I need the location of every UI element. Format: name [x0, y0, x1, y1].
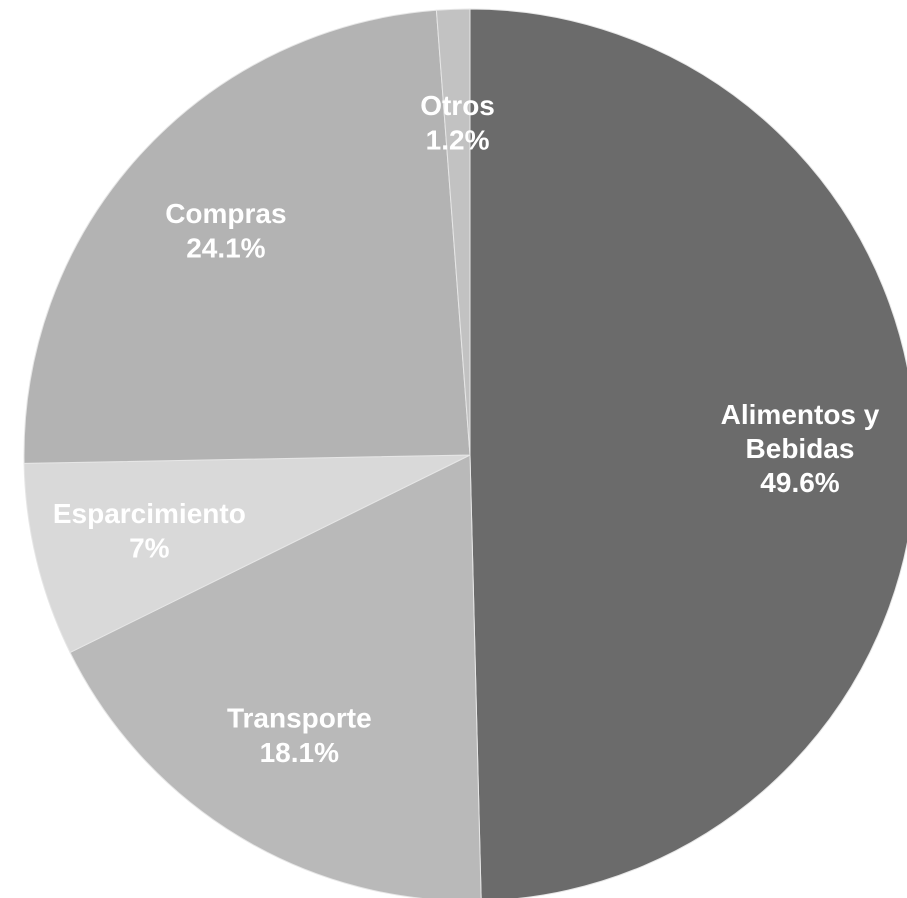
- slice-label: Alimentos y Bebidas: [721, 399, 880, 464]
- slice-label-line: Alimentos y: [721, 399, 880, 430]
- pie-slice: [23, 9, 471, 464]
- slice-label-line: Bebidas: [746, 433, 855, 464]
- slice-value-label: 1.2%: [426, 125, 490, 156]
- slice-value-label: 18.1%: [260, 737, 339, 768]
- slice-label: Compras: [165, 198, 286, 229]
- slice-label-line: Transporte: [227, 703, 372, 734]
- slice-label-line: Otros: [420, 91, 495, 122]
- slice-label-line: Compras: [165, 198, 286, 229]
- slice-value-label: 7%: [129, 532, 170, 563]
- slice-label: Esparcimiento: [53, 498, 246, 529]
- slice-value-label: 49.6%: [760, 467, 839, 498]
- pie-slice: [435, 8, 471, 456]
- pie-slice: [23, 454, 471, 654]
- slice-value-label: 24.1%: [186, 232, 265, 263]
- pie-slice: [469, 8, 907, 898]
- slice-label-line: Esparcimiento: [53, 498, 246, 529]
- slice-label: Otros: [420, 91, 495, 122]
- slice-label: Transporte: [227, 703, 372, 734]
- pie-slice: [69, 454, 482, 898]
